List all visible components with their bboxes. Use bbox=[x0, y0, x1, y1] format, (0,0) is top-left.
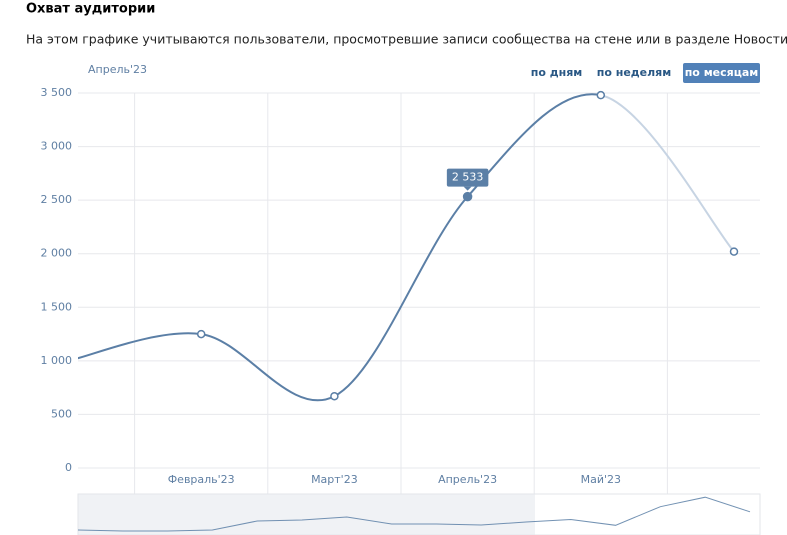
y-tick-label: 1 000 bbox=[41, 354, 73, 367]
x-tick-label: Апрель'23 bbox=[438, 473, 497, 486]
chart-title: Охват аудитории bbox=[26, 2, 155, 17]
y-tick-label: 2 500 bbox=[41, 193, 73, 206]
period-label: Апрель'23 bbox=[88, 63, 147, 76]
period-button-label[interactable]: по неделям bbox=[597, 66, 672, 79]
plot-area bbox=[78, 93, 760, 494]
x-tick-label: Май'23 bbox=[581, 473, 621, 486]
y-tick-label: 500 bbox=[51, 407, 72, 420]
period-button-label[interactable]: по месяцам bbox=[685, 66, 759, 79]
period-button[interactable]: по дням bbox=[531, 66, 583, 79]
period-button-label[interactable]: по дням bbox=[531, 66, 583, 79]
navigator-shade bbox=[78, 494, 535, 535]
period-button[interactable]: по неделям bbox=[597, 66, 672, 79]
chart-subtitle: На этом графике учитываются пользователи… bbox=[26, 32, 787, 47]
navigator-line bbox=[77, 496, 751, 532]
y-tick-label: 3 000 bbox=[41, 140, 73, 153]
point-active bbox=[462, 191, 473, 202]
y-tick-label: 2 000 bbox=[41, 247, 73, 260]
tooltip-box bbox=[446, 168, 489, 187]
point bbox=[729, 247, 739, 256]
period-button[interactable]: по месяцам bbox=[683, 63, 760, 83]
tooltip-arrow bbox=[463, 186, 472, 191]
point bbox=[196, 329, 206, 339]
x-tick-label: Март'23 bbox=[311, 473, 358, 486]
y-tick-label: 0 bbox=[65, 461, 72, 474]
x-tick-label: Февраль'23 bbox=[168, 473, 235, 486]
chart-layer: 0 500 1 000 1 500 2 000 2 500 3 000 3 500 Феврал… bbox=[41, 86, 760, 532]
y-tick-label: 3 500 bbox=[41, 86, 73, 99]
point bbox=[596, 90, 606, 100]
tooltip: 2 533 bbox=[446, 168, 489, 191]
tooltip-label: 2 533 bbox=[452, 171, 484, 184]
point bbox=[330, 391, 339, 401]
y-tick-label: 1 500 bbox=[41, 300, 73, 313]
period-button-bg bbox=[683, 63, 760, 83]
